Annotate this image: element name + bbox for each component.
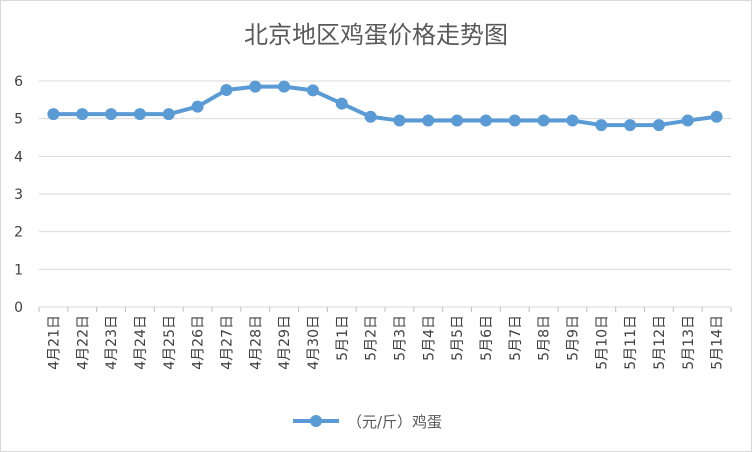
x-tick-label: 5月11日 [623,315,639,370]
legend: （元/斤）鸡蛋 [293,413,442,431]
x-tick-label: 4月27日 [219,315,235,370]
x-tick-label: 5月14日 [710,315,726,370]
y-tick-label: 6 [14,74,23,90]
x-tick-label: 5月5日 [450,315,466,361]
data-point [508,114,521,127]
y-tick-label: 2 [14,225,23,241]
x-tick-label: 4月23日 [104,315,120,370]
x-tick-label: 4月25日 [162,315,178,370]
data-point [624,119,637,132]
x-tick-label: 5月1日 [335,315,351,361]
data-point [133,108,146,121]
y-tick-label: 0 [14,300,23,316]
data-point [191,100,204,113]
data-point [105,108,118,121]
data-point [710,110,723,123]
x-tick-label: 5月9日 [565,315,581,361]
data-point [393,114,406,127]
data-point [364,110,377,123]
series-line [51,84,719,128]
data-point [422,114,435,127]
x-tick-label: 4月26日 [191,315,207,370]
x-axis: 4月21日 4月22日 4月23日 4月24日 4月25日 4月26日 4月27日 4月28日… [38,307,732,370]
x-tick-label: 5月7日 [508,315,524,361]
data-point [479,114,492,127]
chart-title: 北京地区鸡蛋价格走势图 [244,21,508,49]
data-point [278,80,291,93]
y-tick-label: 4 [14,149,23,165]
y-tick-label: 5 [14,112,23,128]
data-point [249,80,262,93]
x-tick-label: 5月2日 [364,315,380,361]
x-tick-label: 5月12日 [652,315,668,370]
data-point [652,119,665,132]
y-tick-label: 1 [14,262,23,278]
data-point [306,84,319,97]
x-tick-label: 5月3日 [392,315,408,361]
data-point [595,119,608,132]
x-tick-label: 4月30日 [306,315,322,370]
x-tick-label: 5月8日 [537,315,553,361]
data-point [681,114,694,127]
y-tick-label: 3 [14,187,23,203]
data-point [47,108,60,121]
x-tick-label: 5月6日 [479,315,495,361]
x-tick-label: 5月4日 [421,315,437,361]
data-point [335,97,348,110]
data-point [566,114,579,127]
y-axis: 0 1 2 3 4 5 6 [14,74,23,316]
x-tick-label: 4月22日 [75,315,91,370]
legend-label: （元/斤）鸡蛋 [347,413,442,431]
legend-swatch-marker [310,415,322,427]
series-group [47,80,723,132]
x-tick-label: 4月28日 [248,315,264,370]
data-point [451,114,464,127]
x-tick-label: 4月24日 [133,315,149,370]
data-point [76,108,89,121]
data-point [537,114,550,127]
x-tick-label: 5月13日 [681,315,697,370]
x-tick-label: 4月21日 [46,315,62,370]
x-tick-label: 4月29日 [277,315,293,370]
data-point [162,108,175,121]
data-point [220,84,233,97]
x-tick-label: 5月10日 [594,315,610,370]
